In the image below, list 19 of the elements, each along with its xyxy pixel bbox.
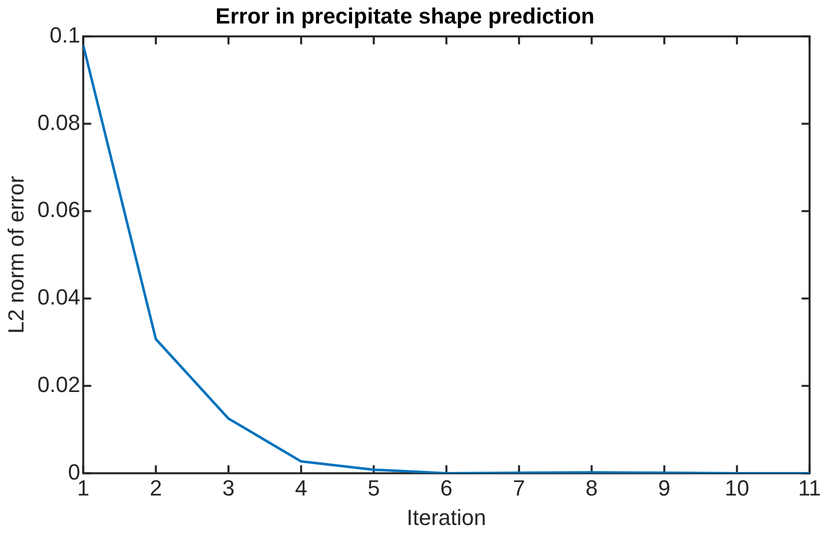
x-tick-label: 3 (222, 475, 235, 500)
y-tick-label: 0.08 (37, 110, 80, 135)
x-tick-label: 9 (658, 475, 670, 500)
y-tick-label: 0.1 (50, 22, 80, 48)
y-tick-label: 0 (68, 459, 80, 484)
y-tick-label: 0.02 (37, 372, 80, 397)
x-tick-label: 11 (798, 475, 822, 500)
chart-title: Error in precipitate shape prediction (216, 3, 594, 28)
y-tick-label: 0.04 (37, 284, 80, 310)
x-tick-label: 4 (295, 475, 308, 500)
x-axis-title: Iteration (406, 504, 486, 530)
x-tick-label: 10 (724, 475, 750, 500)
x-tick-label: 7 (512, 475, 526, 500)
x-tick-label: 2 (150, 475, 162, 500)
y-axis-title: L2 norm of error (3, 176, 28, 334)
x-tick-label: 8 (586, 475, 598, 500)
y-tick-label: 0.06 (37, 197, 80, 222)
x-tick-label: 5 (368, 475, 380, 500)
x-tick-label: 6 (440, 475, 453, 500)
